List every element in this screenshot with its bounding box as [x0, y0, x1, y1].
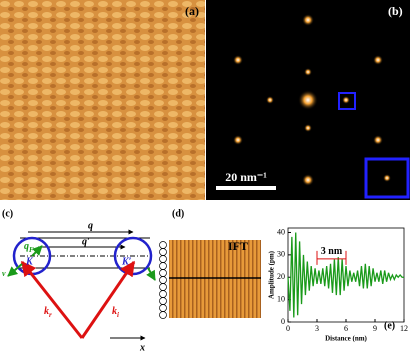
q-prime-label: q′ [82, 236, 90, 247]
scale-bar-label: 20 nm⁻¹ [225, 170, 267, 184]
x-tick-label: 12 [400, 324, 408, 333]
ki-label: ki [112, 306, 119, 318]
y-tick-label: 0 [281, 317, 285, 326]
x-tick-label: 0 [286, 324, 290, 333]
line-series [287, 232, 404, 318]
y-axis-label: Amplitude (pm) [268, 250, 276, 299]
y-tick-label: 20 [277, 272, 285, 281]
fft-image [206, 0, 410, 200]
v-label: v [2, 269, 6, 278]
x-tick-label: 3 [315, 324, 319, 333]
k-prime-label: K′ [121, 256, 132, 267]
y-tick-label: 30 [277, 250, 285, 259]
qf-label: qF [24, 241, 34, 253]
x-tick-label: 9 [373, 324, 377, 333]
panel-label: (a) [185, 4, 199, 18]
panel-label: (b) [388, 4, 403, 18]
x-axis-label: Distance (nm) [325, 335, 367, 343]
x-label: x [139, 342, 145, 353]
y-tick-label: 10 [277, 294, 285, 303]
x-tick-label: 6 [344, 324, 348, 333]
stm-image [0, 0, 205, 200]
panel-label: (c) [2, 208, 13, 219]
plot-frame [287, 227, 405, 323]
kr-label: kr [44, 306, 52, 318]
annotation: 3 nm [321, 246, 343, 257]
ift-image [169, 240, 261, 318]
y-tick-label: 40 [277, 227, 285, 236]
panel-label: (d) [172, 208, 184, 219]
ift-label: IFT [228, 239, 248, 253]
diagram: (c) q q′ qF K K′ kr ki x v [2, 208, 156, 353]
hex-column [159, 241, 167, 319]
q-label: q [88, 220, 93, 231]
k-label: K [25, 256, 34, 267]
panel-label: (e) [384, 320, 395, 331]
